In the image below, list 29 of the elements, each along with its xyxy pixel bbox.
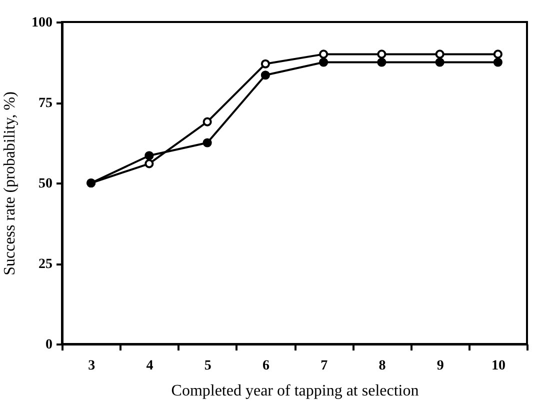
y-axis-title: Success rate (probability, %) [2, 92, 18, 276]
x-tick-label: 6 [262, 358, 270, 374]
x-tick-label: 7 [320, 358, 328, 374]
x-tick-label: 10 [491, 358, 506, 374]
point [435, 58, 444, 67]
y-tick-label: 25 [38, 257, 52, 272]
point [493, 58, 502, 67]
y-tick-label: 50 [38, 176, 52, 192]
point [260, 59, 270, 68]
point [144, 159, 154, 168]
point [377, 50, 386, 59]
x-axis-title: Completed year of tapping at selection [171, 382, 419, 400]
point [377, 58, 386, 67]
point [319, 50, 328, 59]
point [260, 70, 270, 80]
point [319, 58, 328, 67]
x-tick-label: 9 [436, 358, 444, 374]
y-tick-label: 0 [46, 338, 52, 352]
x-tick-label: 8 [378, 358, 386, 374]
x-tick-label: 5 [204, 358, 212, 374]
x-tick-label: 4 [146, 358, 154, 374]
y-tick-label: 100 [32, 16, 52, 30]
x-tick-label: 3 [88, 358, 96, 374]
y-tick-label: 75 [38, 96, 52, 111]
point [493, 50, 502, 59]
point [435, 50, 444, 59]
point [144, 151, 154, 160]
point [202, 138, 212, 148]
point [202, 117, 212, 126]
